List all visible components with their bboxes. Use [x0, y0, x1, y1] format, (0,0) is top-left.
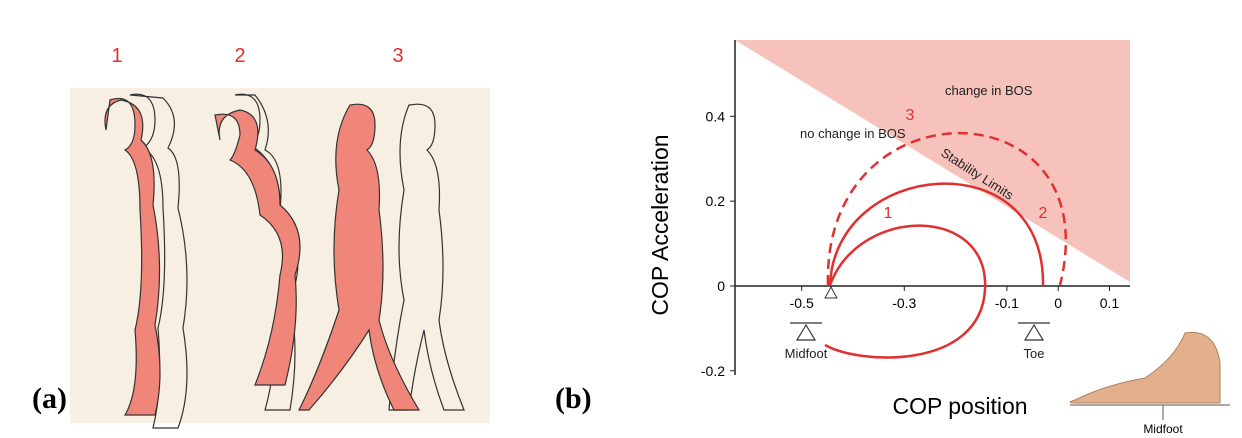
curve-label: 1 — [884, 205, 893, 222]
panel-label: (b) — [555, 382, 592, 415]
support-markers — [790, 322, 1050, 341]
curve-2 — [828, 182, 1045, 286]
curve-label: 2 — [1039, 205, 1048, 222]
x-tick-label: -0.3 — [892, 295, 916, 311]
region-label: change in BOS — [945, 83, 1033, 98]
x-tick-label: -0.5 — [790, 295, 814, 311]
y-tick-label: -0.2 — [701, 363, 725, 379]
y-tick-label: 0 — [717, 278, 725, 294]
posture-figures — [104, 93, 465, 429]
point-label: Midfoot — [785, 346, 828, 361]
curve-3 — [826, 132, 1068, 286]
figure-number: 2 — [234, 45, 245, 67]
x-tick-label: 0.1 — [1100, 295, 1120, 311]
figure-number: 3 — [392, 45, 403, 67]
foot-label: Midfoot — [1143, 422, 1183, 436]
x-tick-label: 0 — [1054, 295, 1062, 311]
unstable-region — [735, 40, 1130, 282]
curve-1 — [824, 224, 987, 359]
y-axis-title: COP Acceleration — [647, 134, 673, 315]
foot-illustration — [1069, 331, 1230, 420]
y-tick-label: 0.2 — [706, 193, 726, 209]
panel-label: (a) — [32, 382, 67, 415]
x-tick-label: -0.1 — [995, 295, 1019, 311]
curve-label: 3 — [906, 107, 915, 124]
region-label: no change in BOS — [800, 126, 906, 141]
axes: -0.5 -0.3 -0.1 0 0.1 -0.2 0 0.2 0.4 — [701, 40, 1130, 379]
figure-number: 1 — [111, 45, 122, 67]
point-label: Toe — [1024, 346, 1045, 361]
y-tick-label: 0.4 — [706, 108, 726, 124]
marker — [824, 285, 838, 299]
x-axis-title: COP position — [892, 393, 1027, 419]
